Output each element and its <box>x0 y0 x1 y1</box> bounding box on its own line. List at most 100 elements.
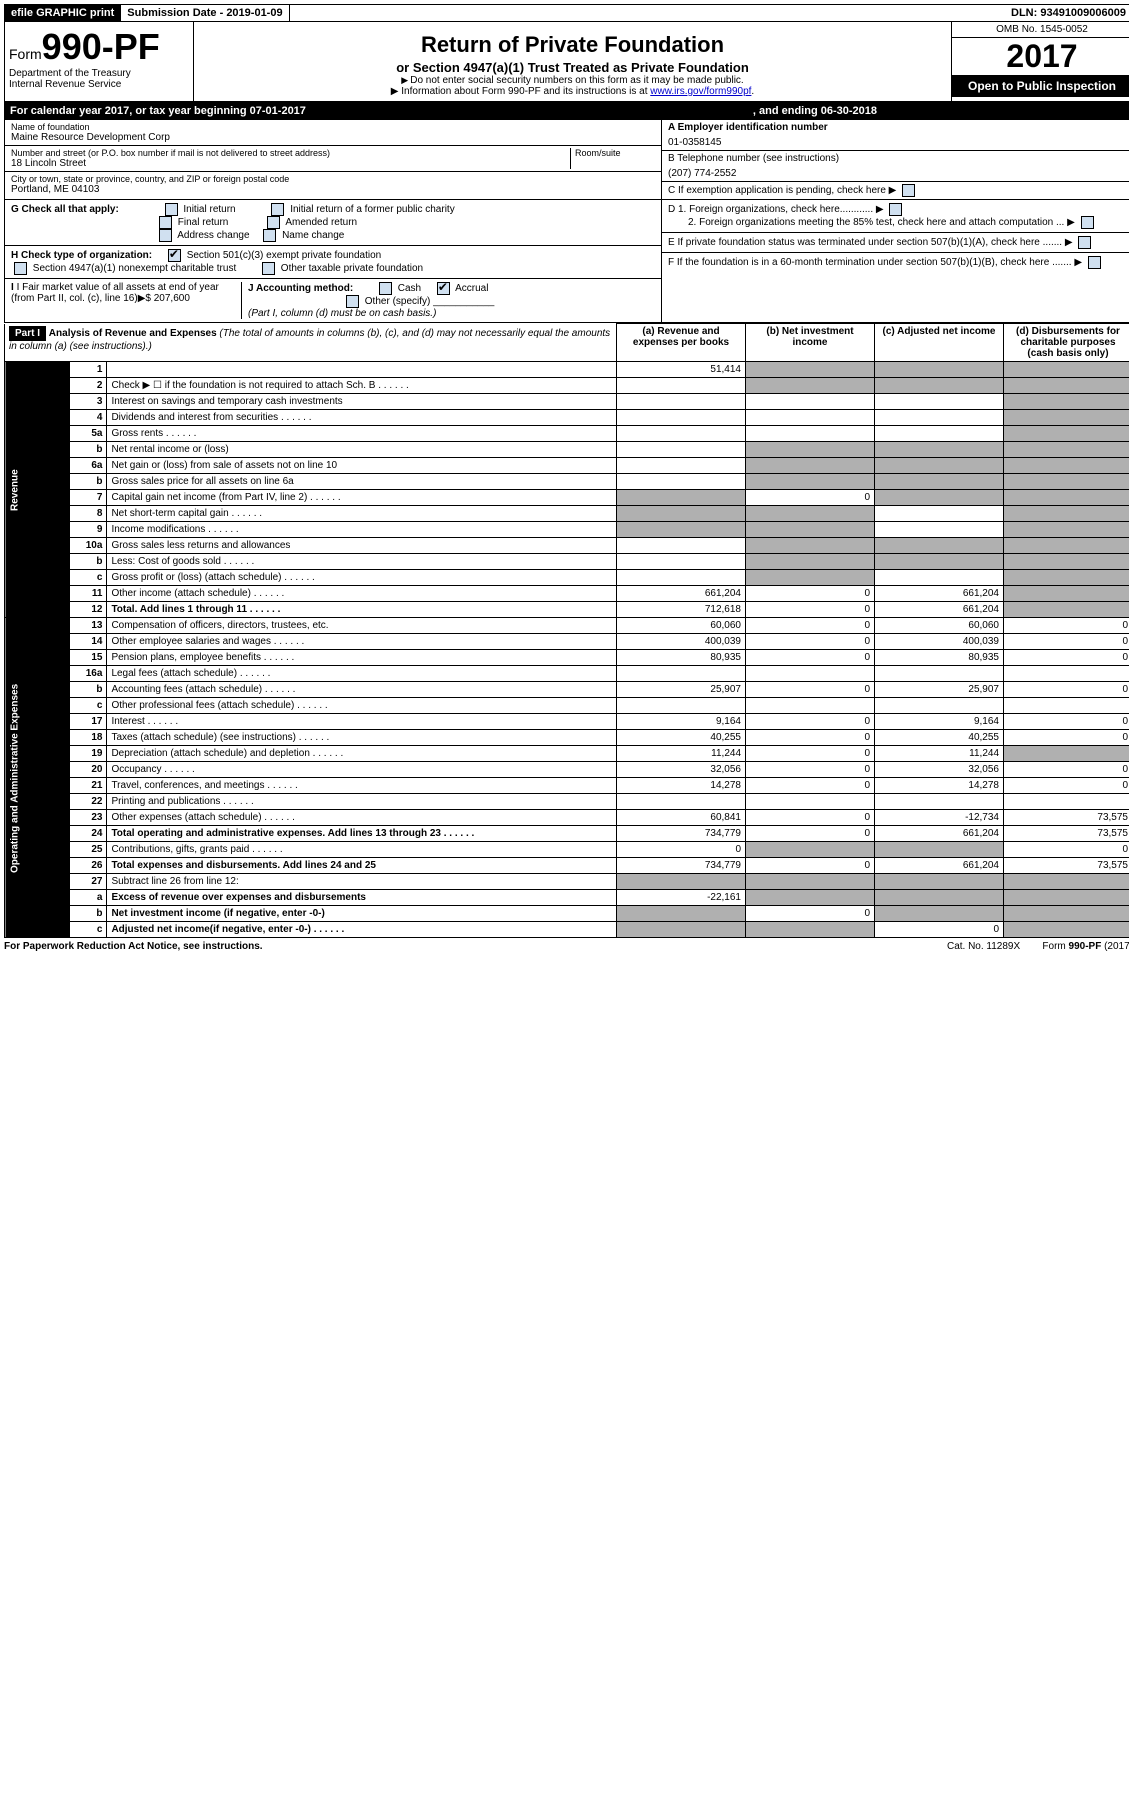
line-number: 7 <box>70 490 107 506</box>
line-description: Gross sales price for all assets on line… <box>107 474 617 490</box>
table-row: 25Contributions, gifts, grants paid . . … <box>5 842 1129 858</box>
table-row: 14Other employee salaries and wages . . … <box>5 634 1129 650</box>
line-description: Printing and publications . . . . . . <box>107 794 617 810</box>
cell-value <box>617 538 746 554</box>
irs: Internal Revenue Service <box>9 79 189 90</box>
line-description: Total expenses and disbursements. Add li… <box>107 858 617 874</box>
f-check[interactable] <box>1088 256 1101 269</box>
j2-check[interactable] <box>437 282 450 295</box>
cell-value <box>1004 922 1129 938</box>
line-description: Legal fees (attach schedule) . . . . . . <box>107 666 617 682</box>
cell-value <box>1004 554 1129 570</box>
cell-value: -12,734 <box>875 810 1004 826</box>
cell-value <box>746 458 875 474</box>
g4-check[interactable] <box>267 216 280 229</box>
cell-value: 80,935 <box>875 650 1004 666</box>
line-description: Income modifications . . . . . . <box>107 522 617 538</box>
cell-value: 14,278 <box>617 778 746 794</box>
cell-value <box>617 666 746 682</box>
j3-check[interactable] <box>346 295 359 308</box>
h2-label: Section 4947(a)(1) nonexempt charitable … <box>33 263 236 274</box>
cell-value: 0 <box>746 586 875 602</box>
cell-value: 73,575 <box>1004 858 1129 874</box>
efile-label[interactable]: efile GRAPHIC print <box>5 5 121 21</box>
cell-value <box>746 362 875 378</box>
cell-value <box>617 458 746 474</box>
j1-check[interactable] <box>379 282 392 295</box>
d1-check[interactable] <box>889 203 902 216</box>
j3-label: Other (specify) <box>365 296 431 307</box>
cell-value <box>875 458 1004 474</box>
h2-check[interactable] <box>14 262 27 275</box>
line-number: a <box>70 890 107 906</box>
part1-table: Part I Analysis of Revenue and Expenses … <box>4 323 1129 938</box>
cell-value <box>746 698 875 714</box>
cell-value <box>1004 442 1129 458</box>
g6-check[interactable] <box>263 229 276 242</box>
line-description: Interest . . . . . . <box>107 714 617 730</box>
cell-value: 0 <box>746 618 875 634</box>
line-number: c <box>70 922 107 938</box>
cell-value <box>1004 890 1129 906</box>
cell-value <box>617 490 746 506</box>
cell-value <box>746 570 875 586</box>
table-row: 24Total operating and administrative exp… <box>5 826 1129 842</box>
cell-value: 25,907 <box>875 682 1004 698</box>
line-number: 18 <box>70 730 107 746</box>
cell-value: 661,204 <box>875 586 1004 602</box>
cell-value <box>617 794 746 810</box>
line-description: Other professional fees (attach schedule… <box>107 698 617 714</box>
cell-value: 0 <box>1004 842 1129 858</box>
table-row: 18Taxes (attach schedule) (see instructi… <box>5 730 1129 746</box>
cell-value <box>1004 666 1129 682</box>
table-row: 5aGross rents . . . . . . <box>5 426 1129 442</box>
cell-value: 0 <box>746 490 875 506</box>
cell-value <box>875 362 1004 378</box>
j2-label: Accrual <box>455 283 488 294</box>
table-row: 11Other income (attach schedule) . . . .… <box>5 586 1129 602</box>
form-header: Form990-PF Department of the Treasury In… <box>4 22 1129 102</box>
g1-check[interactable] <box>165 203 178 216</box>
cell-value <box>875 394 1004 410</box>
h1-check[interactable] <box>168 249 181 262</box>
table-row: aExcess of revenue over expenses and dis… <box>5 890 1129 906</box>
part1-label: Part I <box>9 326 46 341</box>
e-check[interactable] <box>1078 236 1091 249</box>
h3-check[interactable] <box>262 262 275 275</box>
instructions-link[interactable]: www.irs.gov/form990pf <box>650 86 751 97</box>
line-description: Less: Cost of goods sold . . . . . . <box>107 554 617 570</box>
g2-check[interactable] <box>271 203 284 216</box>
line-description: Gross sales less returns and allowances <box>107 538 617 554</box>
cell-value <box>746 474 875 490</box>
cell-value: 11,244 <box>617 746 746 762</box>
line-description: Gross rents . . . . . . <box>107 426 617 442</box>
cell-value <box>875 426 1004 442</box>
line-number: b <box>70 554 107 570</box>
addr-label: Number and street (or P.O. box number if… <box>11 148 570 158</box>
table-row: 6aNet gain or (loss) from sale of assets… <box>5 458 1129 474</box>
cell-value <box>1004 698 1129 714</box>
cell-value <box>746 922 875 938</box>
g6-label: Name change <box>282 230 344 241</box>
table-row: 12Total. Add lines 1 through 11 . . . . … <box>5 602 1129 618</box>
cell-value <box>617 378 746 394</box>
e-label: E If private foundation status was termi… <box>668 237 1062 248</box>
line-number: 20 <box>70 762 107 778</box>
g5-check[interactable] <box>159 229 172 242</box>
cell-value <box>1004 410 1129 426</box>
cell-value: 0 <box>1004 762 1129 778</box>
cell-value <box>746 666 875 682</box>
ein-label: A Employer identification number <box>668 122 1126 133</box>
cell-value: 25,907 <box>617 682 746 698</box>
cell-value <box>746 538 875 554</box>
cell-value: 0 <box>1004 634 1129 650</box>
line-description: Interest on savings and temporary cash i… <box>107 394 617 410</box>
d2-check[interactable] <box>1081 216 1094 229</box>
line-number: 24 <box>70 826 107 842</box>
g3-check[interactable] <box>159 216 172 229</box>
table-row: bNet rental income or (loss) <box>5 442 1129 458</box>
cell-value: 0 <box>746 730 875 746</box>
line-number: 13 <box>70 618 107 634</box>
c-checkbox[interactable] <box>902 184 915 197</box>
line-number: 11 <box>70 586 107 602</box>
